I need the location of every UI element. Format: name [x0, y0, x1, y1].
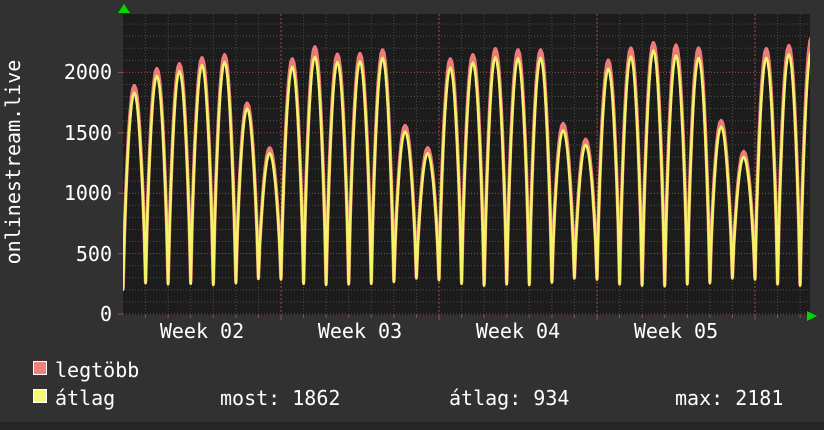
stat-atlag: átlag: 934	[449, 386, 570, 410]
y-axis-arrow-icon	[118, 4, 130, 13]
y-axis-label: 2000	[63, 60, 112, 85]
stat-most: most: 1862	[220, 386, 341, 410]
y-axis-label: 1000	[63, 181, 112, 206]
legend-label-legtobb: legtöbb	[55, 358, 140, 382]
y-axis-label: 500	[75, 241, 112, 266]
y-axis-label: 1500	[63, 120, 112, 145]
legend-label-atlag: átlag	[55, 386, 116, 410]
legend-swatch-legtobb	[33, 361, 47, 375]
x-axis-arrow-icon	[807, 311, 817, 321]
series-line-atlag	[123, 49, 810, 292]
legend-swatch-atlag	[33, 389, 47, 403]
x-axis-label: Week 02	[159, 319, 245, 343]
stat-max: max: 2181	[675, 386, 784, 410]
y-axis-label: 0	[99, 302, 112, 326]
plot-area	[118, 14, 817, 322]
x-axis-label: Week 05	[633, 319, 719, 343]
chart-canvas	[118, 14, 810, 320]
graph-vertical-title: onlinestream.live	[1, 59, 25, 265]
x-axis-label: Week 03	[317, 319, 403, 343]
x-axis-label: Week 04	[475, 319, 561, 343]
window-bottom-edge	[0, 422, 824, 430]
